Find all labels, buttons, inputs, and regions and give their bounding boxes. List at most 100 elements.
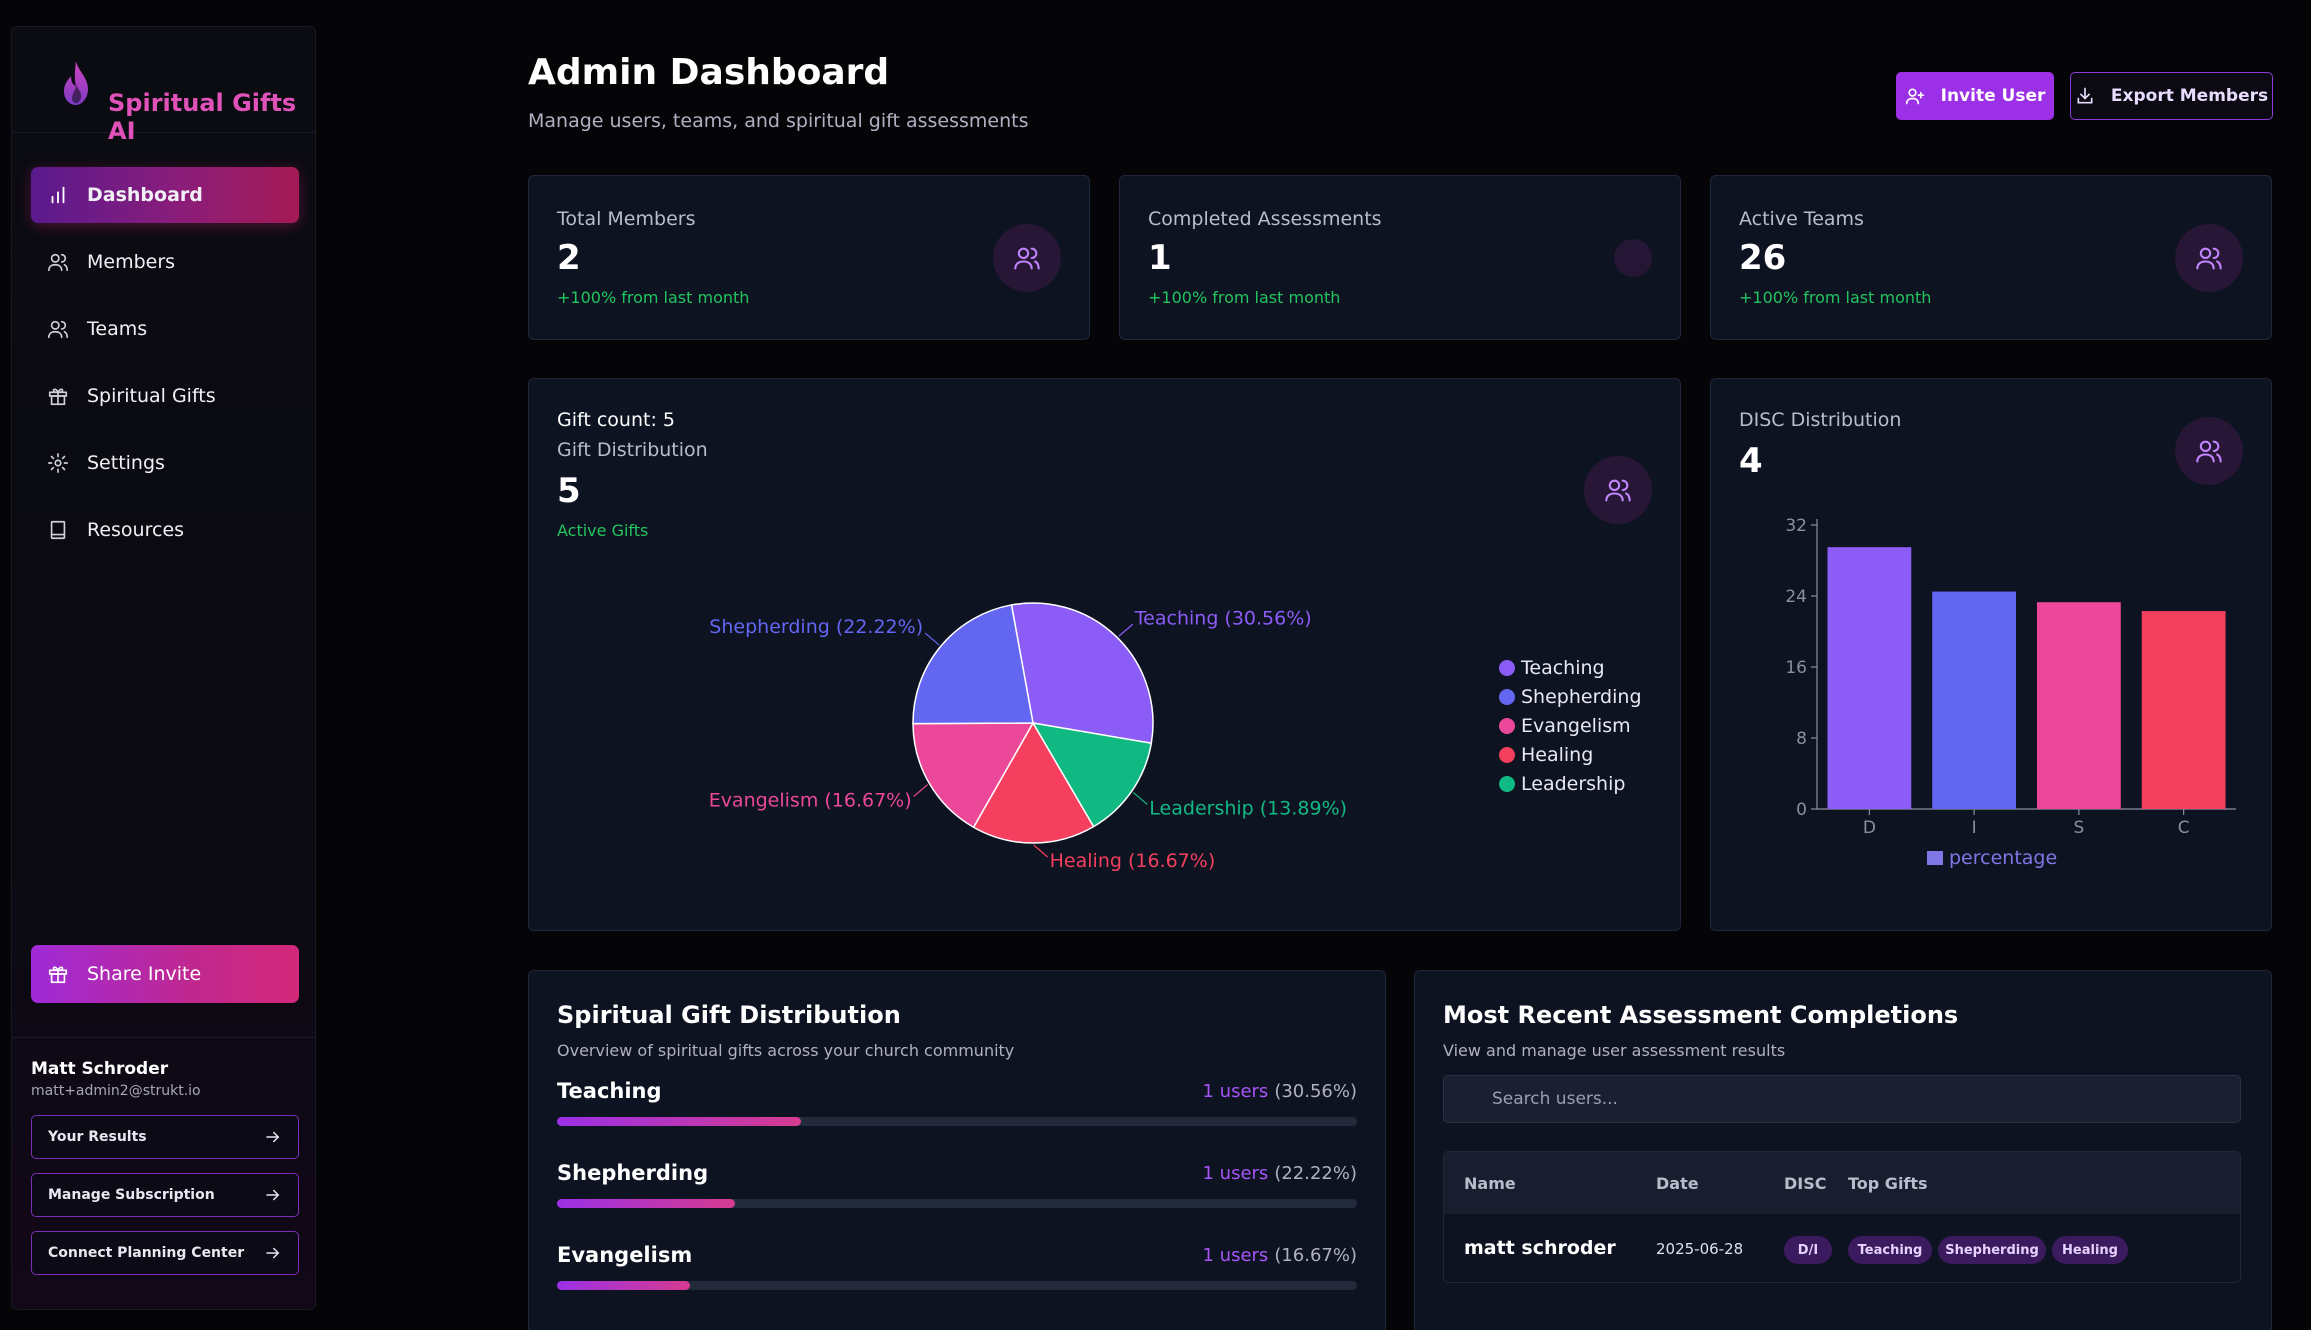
gift-row-name: Shepherding [557, 1161, 709, 1185]
x-tick-label: D [1863, 818, 1876, 838]
legend-dot [1499, 746, 1515, 763]
legend-label: Leadership [1521, 772, 1626, 795]
legend-item: Healing [1499, 740, 1642, 769]
users-icon-badge [993, 224, 1061, 292]
assessments-table: Name Date DISC Top Gifts matt schroder 2… [1443, 1151, 2241, 1283]
gift-progress-track [557, 1117, 1357, 1126]
bar-c[interactable] [2141, 611, 2226, 809]
gift-row-pct: (22.22%) [1274, 1163, 1357, 1184]
pie-label-shepherding: Shepherding (22.22%) [709, 616, 923, 638]
bar-legend-label: percentage [1949, 847, 2057, 869]
sidebar-item-label: Resources [87, 519, 185, 541]
gift-row-count: 1 users (30.56%) [1203, 1081, 1358, 1102]
spiritual-gift-distribution-card: Spiritual Gift Distribution Overview of … [528, 970, 1386, 1330]
download-icon [2077, 87, 2093, 104]
pie-label-leader [913, 784, 929, 798]
search-box [1443, 1075, 2241, 1123]
legend-item: Leadership [1499, 769, 1642, 798]
pie-label-healing: Healing (16.67%) [1050, 850, 1216, 872]
status-dot-icon [1614, 239, 1652, 277]
gear-icon [48, 453, 68, 473]
arrow-right-icon [266, 1131, 280, 1143]
sidebar-item-dashboard[interactable]: Dashboard [31, 167, 299, 223]
page-subtitle: Manage users, teams, and spiritual gift … [528, 110, 1029, 132]
legend-dot [1499, 717, 1515, 734]
export-members-button[interactable]: Export Members [2070, 72, 2273, 120]
legend-item: Teaching [1499, 653, 1642, 682]
stat-value: 26 [1739, 238, 1787, 278]
bar-chart-icon [51, 186, 65, 204]
users-icon [48, 253, 68, 272]
sidebar-item-members[interactable]: Members [31, 234, 299, 290]
book-icon [50, 520, 66, 540]
stat-card-total-members: Total Members 2 +100% from last month [528, 175, 1090, 340]
pie-slice-teaching[interactable] [1010, 602, 1154, 745]
brand[interactable]: Spiritual Gifts AI [12, 27, 315, 145]
gift-badge: Shepherding [1938, 1236, 2046, 1264]
users-icon [1014, 247, 1040, 270]
invite-user-button[interactable]: Invite User [1896, 72, 2054, 120]
connect-planning-center-label: Connect Planning Center [48, 1245, 245, 1261]
pie-slice-healing[interactable] [972, 721, 1095, 844]
gift-row-name: Teaching [557, 1079, 662, 1103]
disc-value: 4 [1739, 441, 1763, 481]
bar-d[interactable] [1827, 547, 1912, 809]
pie-slice-evangelism[interactable] [912, 722, 1035, 829]
sidebar-item-spiritual-gifts[interactable]: Spiritual Gifts [31, 368, 299, 424]
y-tick-label: 8 [1796, 729, 1807, 749]
search-users-input[interactable] [1444, 1076, 2240, 1122]
gift-row-users: 1 users [1202, 1081, 1269, 1102]
arrow-right-icon [266, 1189, 280, 1201]
sidebar-item-label: Dashboard [87, 184, 203, 206]
active-gifts-label: Active Gifts [557, 521, 649, 540]
users-icon [48, 320, 68, 339]
sidebar-item-label: Settings [87, 452, 165, 474]
legend-item: Shepherding [1499, 682, 1642, 711]
pie-slice-shepherding[interactable] [912, 604, 1034, 725]
row-date: 2025-06-28 [1656, 1240, 1744, 1258]
gift-distribution-title: Gift Distribution [557, 439, 708, 461]
bar-i[interactable] [1932, 591, 2017, 809]
column-header-disc[interactable]: DISC [1784, 1174, 1827, 1193]
stat-delta: +100% from last month [1739, 288, 1932, 307]
users-icon-badge [2175, 224, 2243, 292]
manage-subscription-button[interactable]: Manage Subscription [31, 1173, 299, 1217]
connect-planning-center-button[interactable]: Connect Planning Center [31, 1231, 299, 1275]
column-header-name[interactable]: Name [1464, 1174, 1516, 1193]
y-tick-label: 32 [1785, 516, 1807, 536]
pie-label-leader [1118, 623, 1134, 637]
legend-label: Teaching [1521, 656, 1605, 679]
gift-icon [48, 388, 68, 406]
users-icon [2196, 440, 2222, 463]
disc-title: DISC Distribution [1739, 409, 1902, 431]
row-name[interactable]: matt schroder [1464, 1237, 1616, 1259]
column-header-date[interactable]: Date [1656, 1174, 1699, 1193]
legend-label: Healing [1521, 743, 1594, 766]
column-header-top-gifts[interactable]: Top Gifts [1848, 1174, 1928, 1193]
sidebar-item-teams[interactable]: Teams [31, 301, 299, 357]
sidebar-item-resources[interactable]: Resources [31, 502, 299, 558]
stat-delta: +100% from last month [557, 288, 750, 307]
share-invite-button[interactable]: Share Invite [31, 945, 299, 1003]
users-icon [2196, 247, 2222, 270]
table-header [1444, 1152, 2240, 1214]
pie-label-leadership: Leadership (13.89%) [1149, 797, 1347, 819]
gift-icon [48, 966, 68, 984]
your-results-button[interactable]: Your Results [31, 1115, 299, 1159]
user-plus-icon [1905, 88, 1924, 105]
pie-slice-leadership[interactable] [1031, 721, 1153, 828]
sidebar-item-settings[interactable]: Settings [31, 435, 299, 491]
gift-row-count: 1 users (16.67%) [1203, 1245, 1358, 1266]
y-tick-label: 0 [1796, 800, 1807, 820]
stat-label: Total Members [557, 208, 696, 230]
recent-assessments-card: Most Recent Assessment Completions View … [1414, 970, 2272, 1330]
arrow-right-icon [266, 1247, 280, 1259]
pie-label-teaching: Teaching (30.56%) [1134, 607, 1312, 629]
stat-label: Completed Assessments [1148, 208, 1382, 230]
sidebar-item-label: Teams [87, 318, 148, 340]
gift-progress-track [557, 1199, 1357, 1208]
disc-badge: D/I [1784, 1236, 1832, 1264]
gift-badge: Healing [2052, 1236, 2128, 1264]
bar-s[interactable] [2036, 602, 2121, 809]
